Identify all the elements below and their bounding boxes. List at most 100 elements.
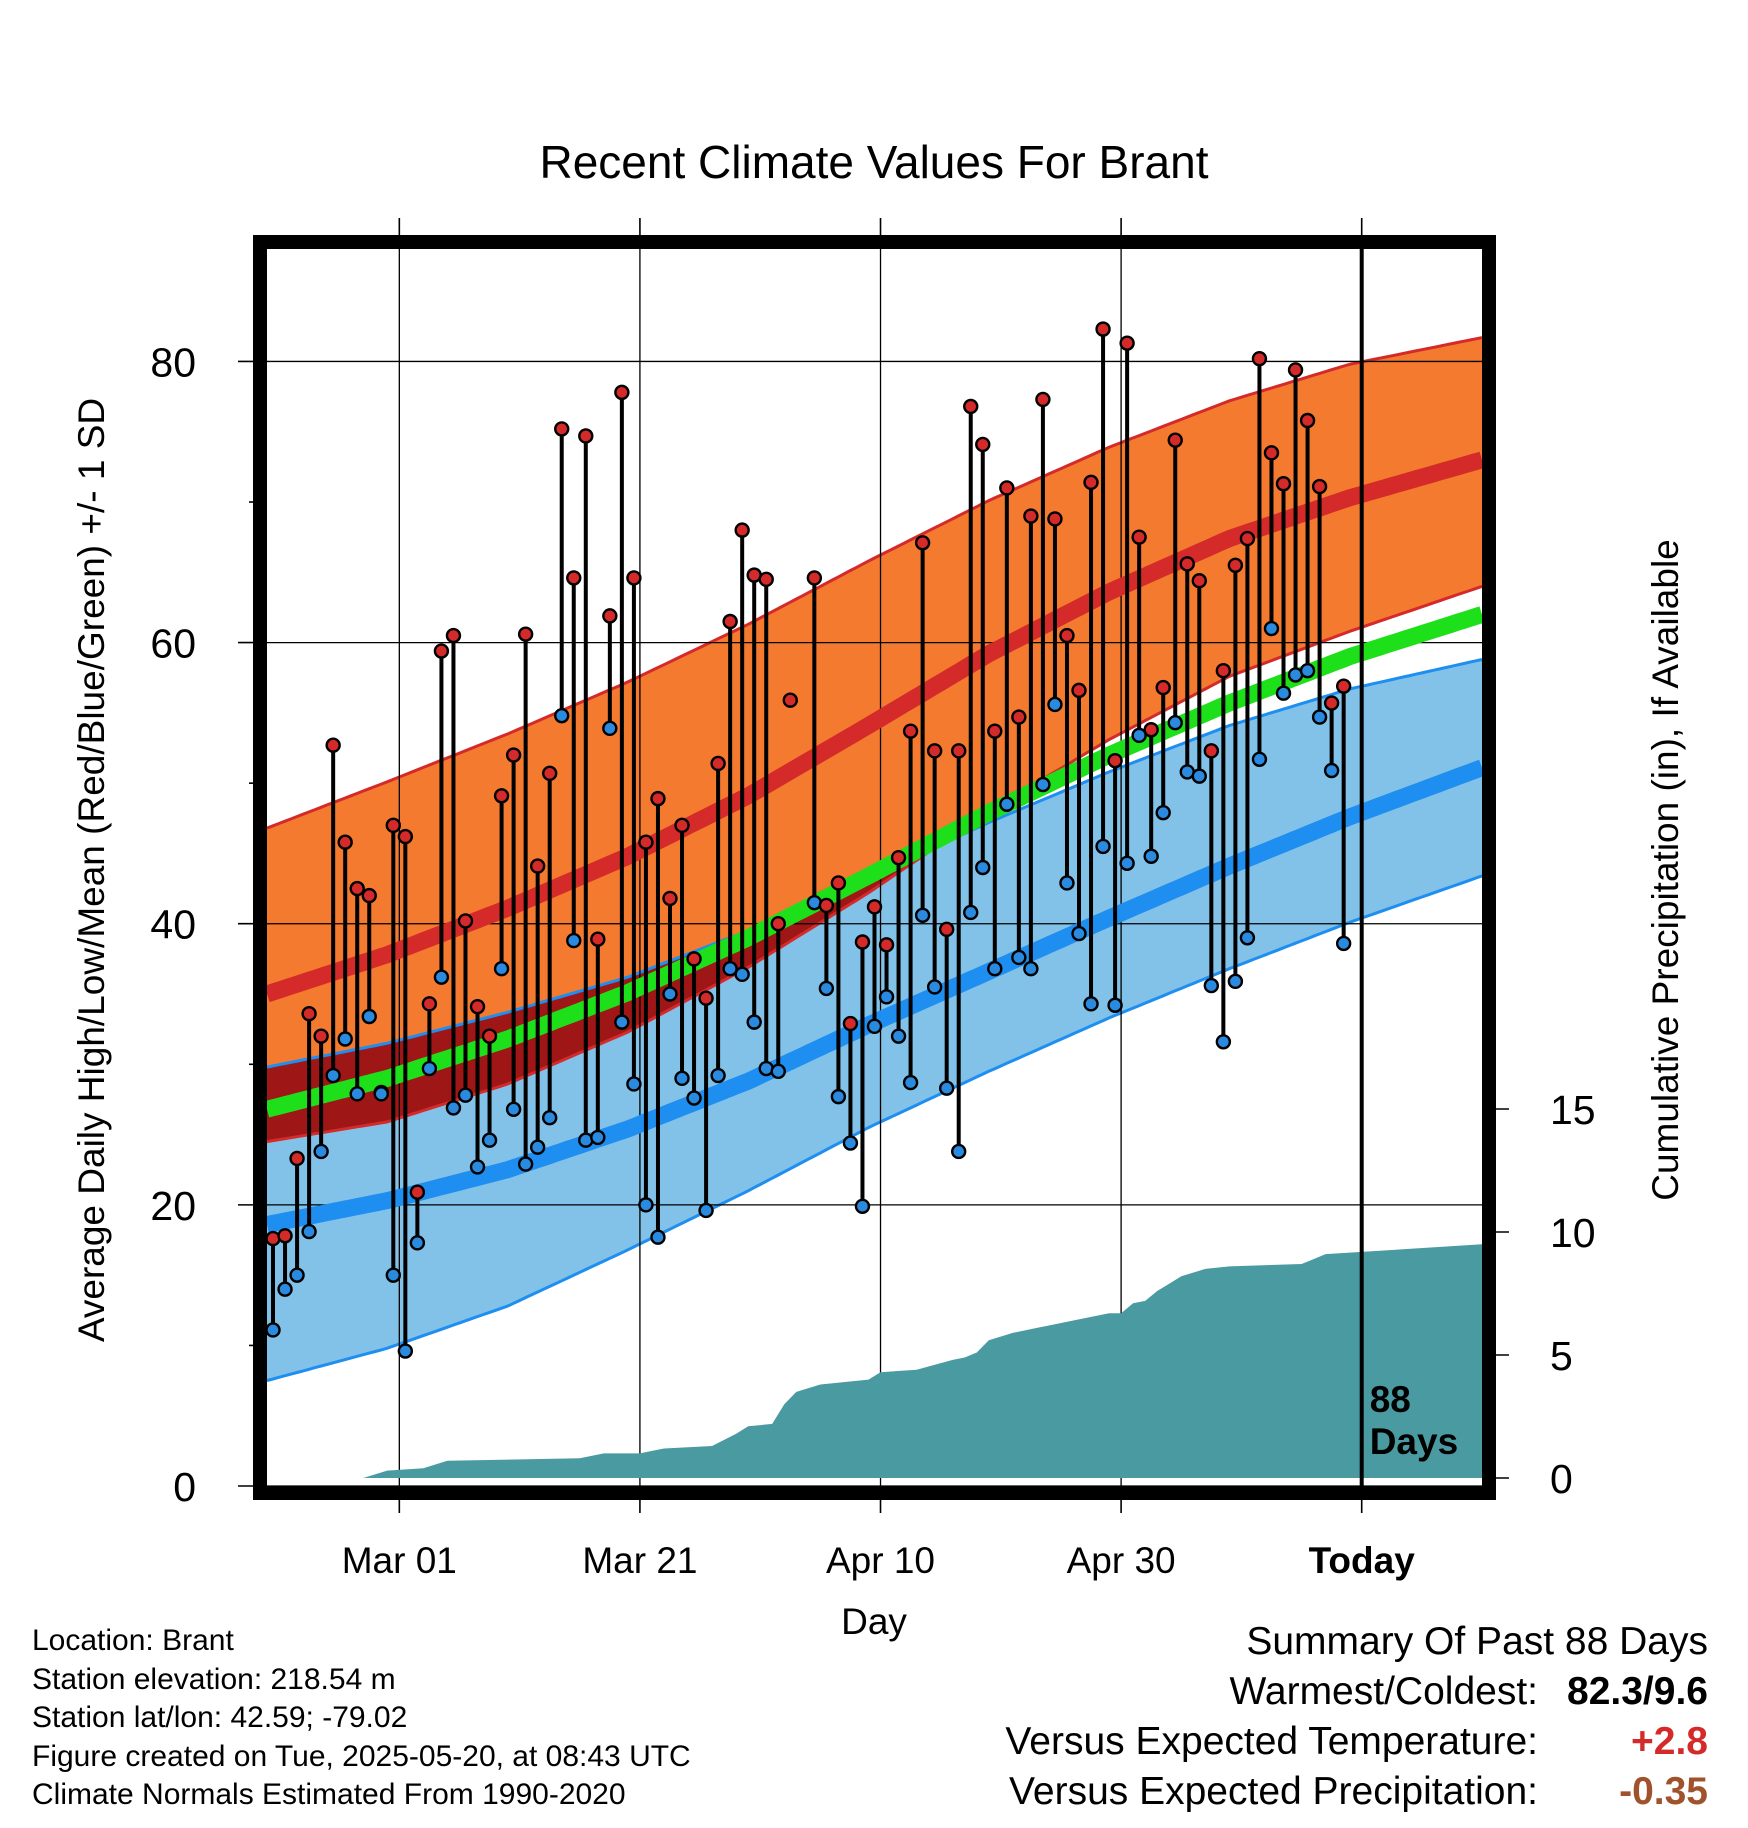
daily-high-point xyxy=(481,1028,498,1044)
daily-high-point xyxy=(1239,530,1256,547)
daily-low-point xyxy=(1323,762,1340,779)
daily-low-point xyxy=(1035,776,1051,793)
daily-low-point xyxy=(409,1235,426,1251)
info-elevation: Station elevation: 218.54 m xyxy=(32,1662,396,1696)
daily-low-point xyxy=(1071,925,1087,942)
daily-high-point xyxy=(938,921,955,938)
daily-high-point xyxy=(854,934,871,950)
daily-low-point xyxy=(902,1074,919,1091)
x-tick-label: Today xyxy=(1309,1540,1416,1581)
daily-low-point xyxy=(267,1322,281,1338)
daily-high-point xyxy=(698,990,714,1006)
daily-low-point xyxy=(770,1063,786,1080)
daily-high-point xyxy=(975,436,991,453)
daily-high-point xyxy=(842,1015,859,1032)
daily-low-point xyxy=(963,904,979,921)
daily-high-point xyxy=(385,817,402,834)
daily-low-point xyxy=(325,1067,341,1084)
daily-low-point xyxy=(1023,961,1039,977)
daily-low-point xyxy=(529,1139,546,1155)
daily-high-point xyxy=(1179,556,1195,572)
daily-high-point xyxy=(914,535,931,551)
daily-high-point xyxy=(926,743,943,759)
summary-warm-cold-value: 82.3/9.6 xyxy=(1567,1670,1708,1713)
summary-title-row: Summary Of Past 88 Days xyxy=(808,1617,1708,1667)
daily-low-point xyxy=(590,1129,606,1146)
daily-high-point xyxy=(1275,476,1292,492)
daily-high-point xyxy=(1035,391,1051,408)
daily-low-point xyxy=(1167,715,1183,731)
summary-temp-row: Versus Expected Temperature: +2.8 xyxy=(808,1717,1708,1767)
daily-high-point xyxy=(289,1150,305,1167)
daily-low-point xyxy=(1299,663,1316,679)
daily-low-point xyxy=(818,980,835,997)
y-tick-label: 80 xyxy=(150,339,196,385)
daily-low-point xyxy=(1263,620,1280,637)
daily-high-point xyxy=(734,522,750,538)
daily-low-point xyxy=(662,986,678,1002)
daily-high-point xyxy=(963,398,979,415)
daily-high-point xyxy=(1227,557,1244,573)
daily-high-point xyxy=(1071,682,1087,699)
daily-high-point xyxy=(541,765,558,782)
daily-high-point xyxy=(433,643,450,659)
daily-high-point xyxy=(1299,412,1316,429)
daily-low-point xyxy=(349,1086,365,1102)
daily-low-point xyxy=(951,1143,967,1160)
daily-low-point xyxy=(999,796,1015,812)
summary-precip-value: -0.35 xyxy=(1619,1770,1708,1813)
daily-high-point xyxy=(349,880,365,897)
daily-low-point xyxy=(554,707,570,724)
summary-warm-cold-label: Warmest/Coldest: xyxy=(1229,1670,1538,1713)
x-tick-label: Apr 30 xyxy=(1067,1540,1176,1581)
daily-high-point xyxy=(313,1028,329,1044)
daily-high-point xyxy=(1131,529,1147,545)
daily-low-point xyxy=(842,1135,859,1151)
y-tick-label: 0 xyxy=(173,1464,196,1510)
daily-low-point xyxy=(878,989,895,1005)
daily-low-point xyxy=(746,1014,762,1030)
daily-low-point xyxy=(337,1031,353,1047)
daily-low-point xyxy=(481,1132,498,1148)
daily-low-point xyxy=(361,1008,377,1025)
chart-title: Recent Climate Values For Brant xyxy=(540,136,1209,188)
daily-low-point xyxy=(301,1223,317,1240)
y-axis-label: Average Daily High/Low/Mean (Red/Blue/Gr… xyxy=(71,398,112,1342)
daily-high-point xyxy=(782,692,798,708)
daily-low-point xyxy=(493,961,510,977)
daily-low-point xyxy=(830,1088,847,1105)
daily-high-point xyxy=(469,998,486,1015)
normal-mean-line xyxy=(267,606,1482,1118)
daily-low-point xyxy=(1311,709,1328,725)
daily-low-point xyxy=(1191,768,1208,784)
daily-high-point xyxy=(866,899,883,915)
daily-high-point xyxy=(1083,474,1099,491)
x-axis-label: Day xyxy=(841,1601,907,1642)
daily-low-point xyxy=(1203,977,1220,994)
daily-high-point xyxy=(951,743,967,759)
daily-dots xyxy=(267,321,1352,1359)
daily-low-point xyxy=(277,1281,293,1297)
daily-high-point xyxy=(1311,478,1328,495)
y2-tick-label: 10 xyxy=(1550,1210,1596,1256)
daily-high-point xyxy=(818,897,835,914)
daily-high-point xyxy=(1011,709,1027,725)
info-created: Figure created on Tue, 2025-05-20, at 08… xyxy=(32,1739,691,1773)
daily-low-point xyxy=(1335,935,1352,952)
daily-low-point xyxy=(926,979,943,995)
daily-low-point xyxy=(854,1198,871,1214)
daily-low-point xyxy=(914,907,931,923)
daily-high-point xyxy=(1023,508,1039,524)
daily-high-point xyxy=(325,737,341,753)
daily-low-point xyxy=(1059,875,1075,891)
y2-tick-label: 15 xyxy=(1550,1087,1596,1133)
daily-low-point xyxy=(457,1087,474,1103)
daily-low-point xyxy=(1119,855,1135,871)
daily-low-point xyxy=(289,1267,305,1283)
daily-high-point xyxy=(758,571,774,588)
daily-high-point xyxy=(1059,627,1075,644)
daily-high-point xyxy=(1095,321,1111,337)
info-location: Location: Brant xyxy=(32,1624,234,1657)
